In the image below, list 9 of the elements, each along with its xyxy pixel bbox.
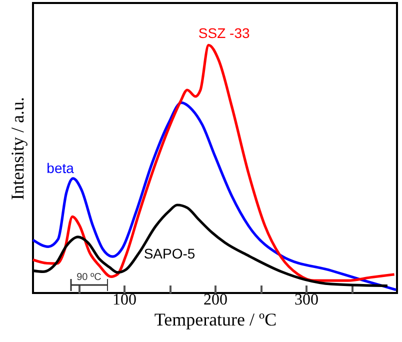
x-axis-title: Temperature / ºC [154,310,277,330]
y-axis-title: Intensity / a.u. [8,97,28,200]
x-tick-label: 200 [204,292,228,308]
series-label: SAPO-5 [144,246,196,262]
x-tick-label: 100 [112,292,136,308]
series-label: beta [46,160,74,176]
x-tick-label: 300 [294,292,318,308]
annotation: 90 ºC [76,272,102,283]
series-label: SSZ -33 [198,24,250,41]
